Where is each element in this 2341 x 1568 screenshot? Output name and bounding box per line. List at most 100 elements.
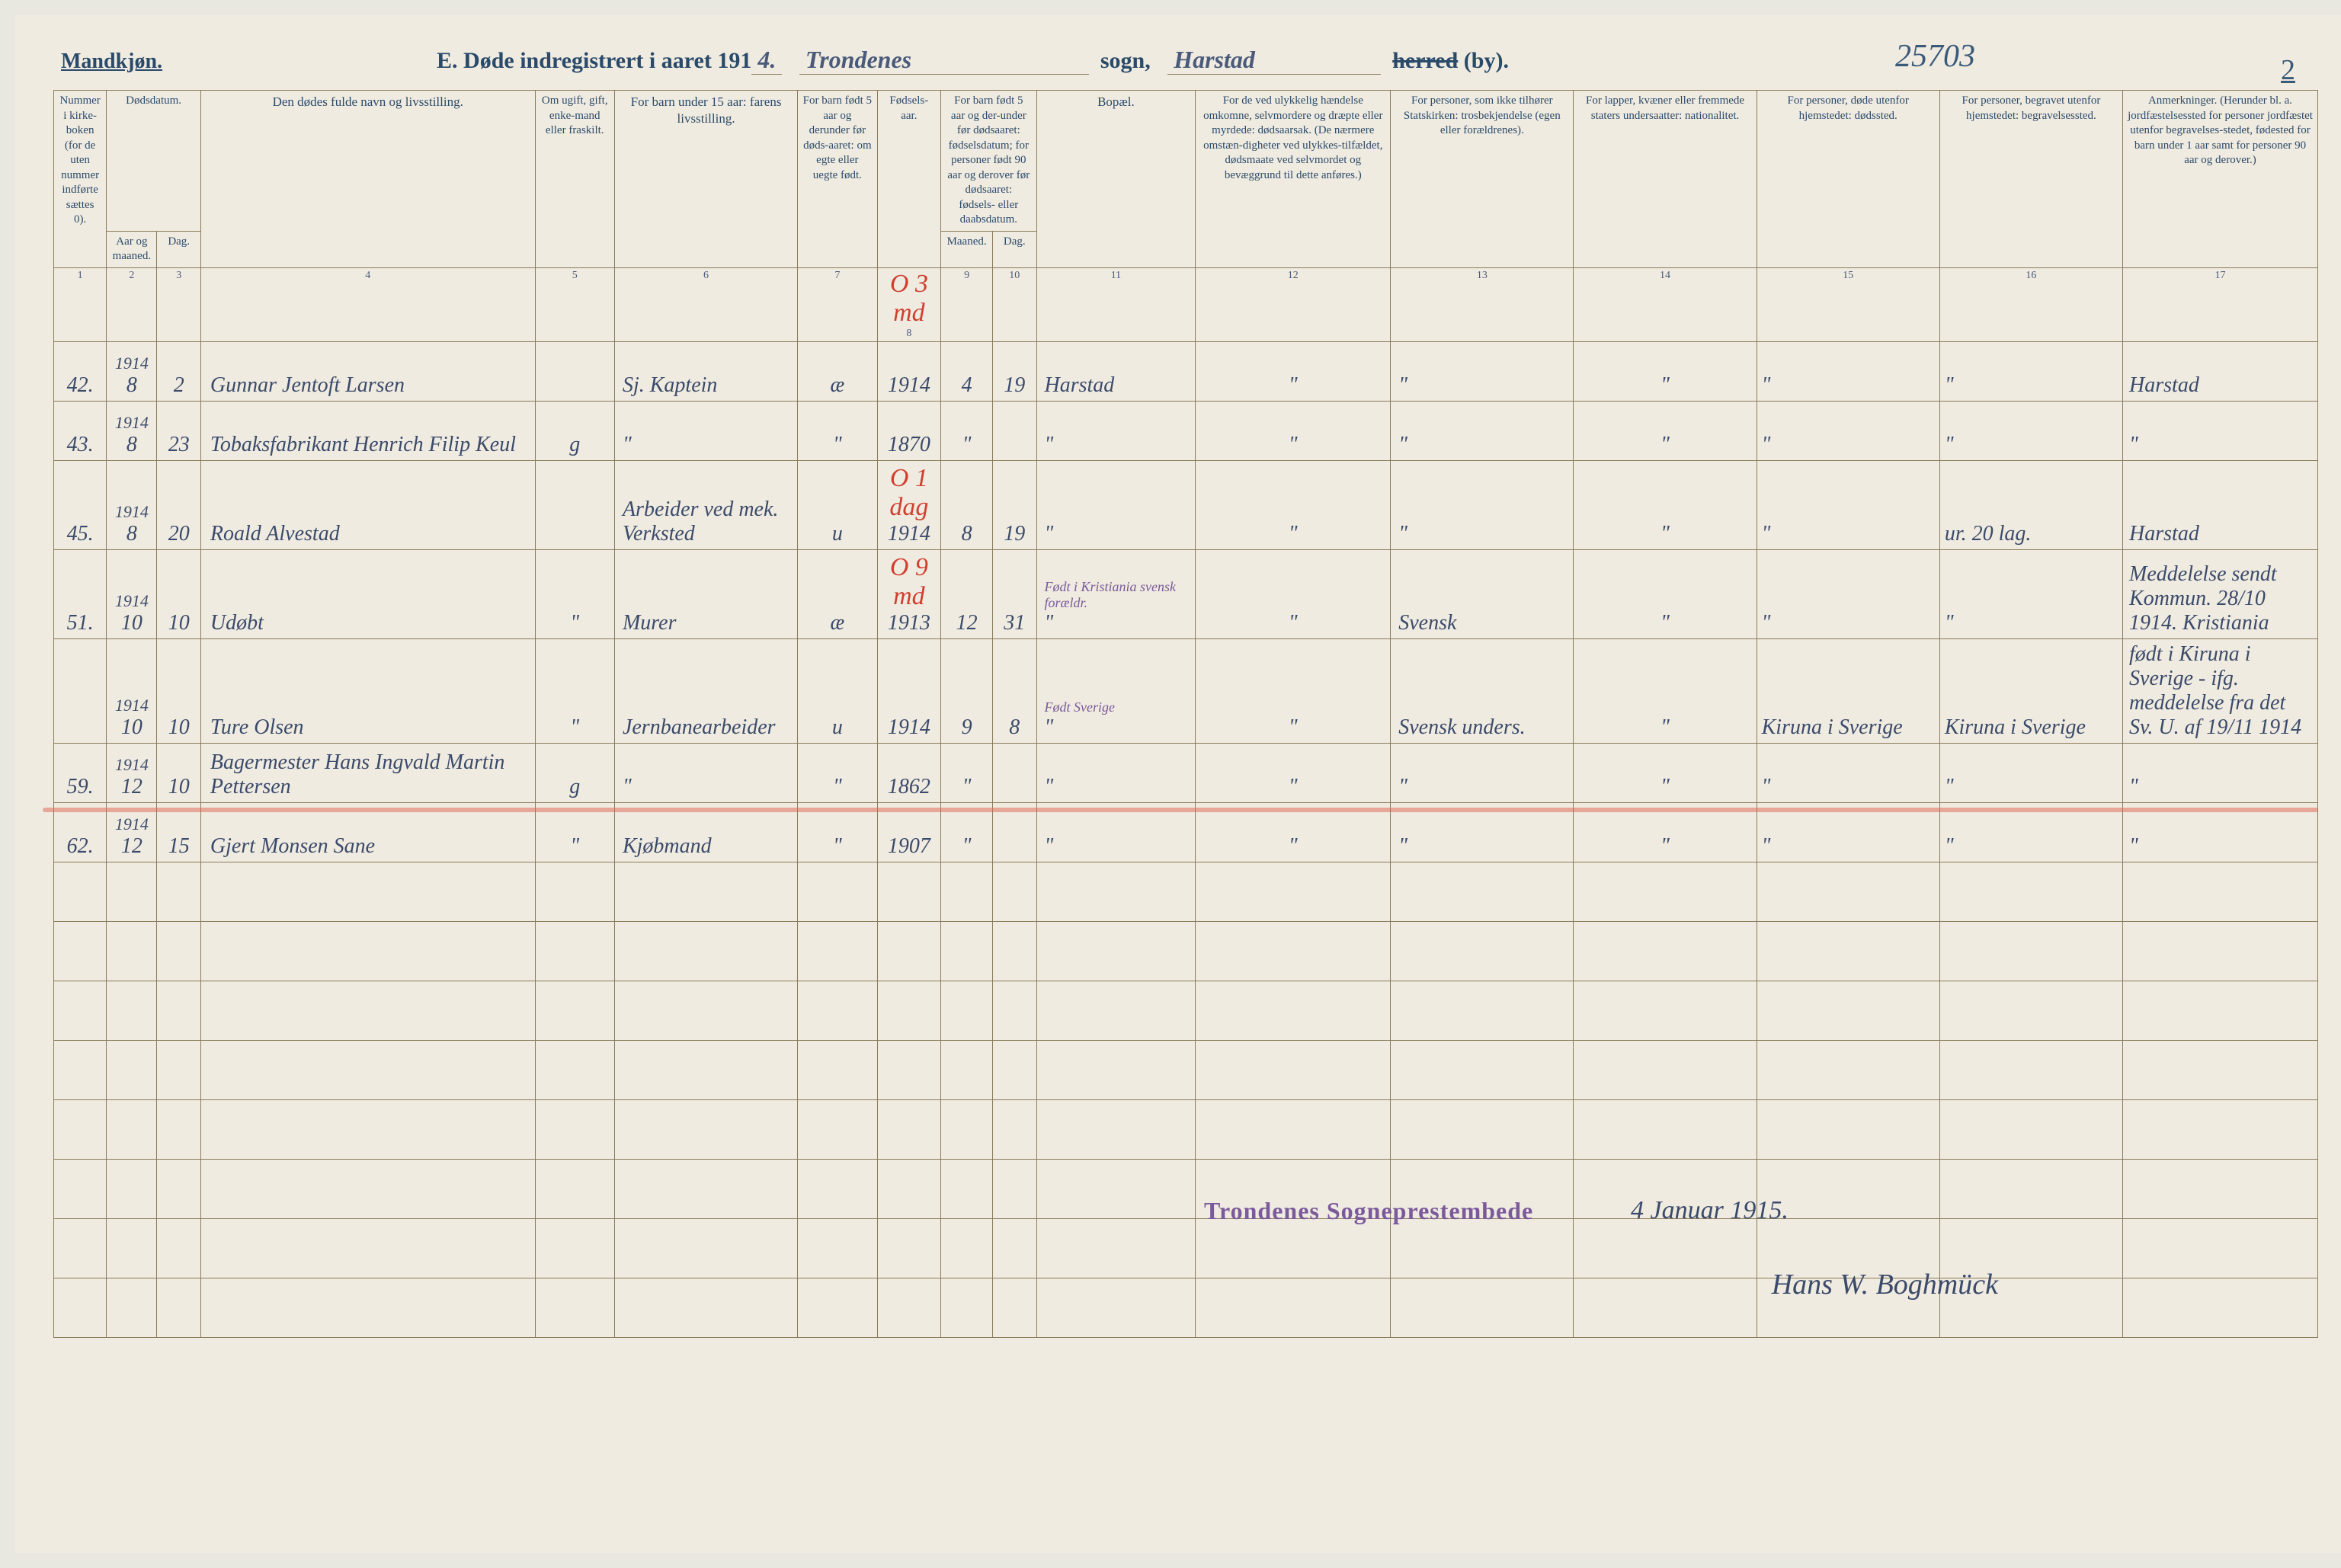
cell-egte: ": [798, 401, 877, 460]
col-header: Dag.: [157, 231, 200, 267]
table-row: 51. 191410 10 Udøbt " Murer æ O 9 md1913…: [54, 549, 2318, 638]
cell-status: [535, 341, 614, 401]
col-num: 17: [2123, 267, 2318, 341]
empty-cell: [2123, 1099, 2318, 1159]
cell-c12: ": [1196, 638, 1391, 743]
empty-cell: [107, 1040, 157, 1099]
empty-cell: [1391, 1040, 1574, 1099]
cell-c12: ": [1196, 341, 1391, 401]
empty-cell: [1196, 1218, 1391, 1278]
cell-status: g: [535, 743, 614, 802]
empty-cell: [1391, 1099, 1574, 1159]
cell-c12: ": [1196, 401, 1391, 460]
row-number: 51.: [54, 549, 107, 638]
red-note: O 3 md: [890, 270, 928, 327]
cell-birthyear: O 9 md1913: [877, 549, 941, 638]
cell-c16: ur. 20 lag.: [1939, 460, 2122, 549]
empty-cell: [1574, 862, 1757, 921]
cell-egte: æ: [798, 549, 877, 638]
table-body: 42. 19148 2 Gunnar Jentoft Larsen Sj. Ka…: [54, 341, 2318, 1337]
cell-father: Kjøbmand: [614, 802, 797, 862]
cell-c13: ": [1391, 460, 1574, 549]
title-line: E. Døde indregistrert i aaret 1914. Tron…: [437, 46, 1509, 75]
empty-cell: [200, 862, 535, 921]
cell-c13: ": [1391, 802, 1574, 862]
empty-cell: [2123, 862, 2318, 921]
empty-cell: [157, 1278, 200, 1337]
cell-c15: ": [1757, 341, 1939, 401]
cell-c14: ": [1574, 802, 1757, 862]
empty-cell: [535, 921, 614, 981]
empty-cell: [1757, 1099, 1939, 1159]
cell-birthyear: 1870: [877, 401, 941, 460]
empty-cell: [54, 921, 107, 981]
empty-cell: [877, 1040, 941, 1099]
empty-cell: [2123, 921, 2318, 981]
empty-cell: [1391, 862, 1574, 921]
empty-cell: [877, 1159, 941, 1218]
empty-cell: [1757, 1040, 1939, 1099]
empty-cell: [1196, 921, 1391, 981]
empty-cell: [157, 862, 200, 921]
empty-row: [54, 1159, 2318, 1218]
col-num: 2: [107, 267, 157, 341]
col-header: For lapper, kvæner eller fremmede stater…: [1574, 91, 1757, 268]
empty-cell: [157, 1099, 200, 1159]
cell-c16: ": [1939, 401, 2122, 460]
empty-cell: [157, 921, 200, 981]
empty-cell: [54, 1159, 107, 1218]
cell-egte: ": [798, 743, 877, 802]
cell-birthday: [993, 802, 1036, 862]
empty-cell: [993, 921, 1036, 981]
by-fill: Harstad: [1167, 46, 1381, 75]
sogn-label: sogn,: [1100, 48, 1151, 73]
cell-c14: ": [1574, 341, 1757, 401]
empty-cell: [2123, 981, 2318, 1040]
cell-year-month: 19148: [107, 341, 157, 401]
empty-cell: [157, 981, 200, 1040]
cell-c17: Harstad: [2123, 341, 2318, 401]
col-num: 7: [798, 267, 877, 341]
empty-cell: [798, 1159, 877, 1218]
empty-cell: [614, 1218, 797, 1278]
col-header: Anmerkninger. (Herunder bl. a. jordfæste…: [2123, 91, 2318, 268]
empty-cell: [1939, 862, 2122, 921]
empty-cell: [941, 1159, 993, 1218]
cell-c16: ": [1939, 341, 2122, 401]
table-header: Nummer i kirke-boken (for de uten nummer…: [54, 91, 2318, 342]
col-header: Aar og maaned.: [107, 231, 157, 267]
empty-cell: [1574, 981, 1757, 1040]
empty-row: [54, 1040, 2318, 1099]
cell-birthmonth: 12: [941, 549, 993, 638]
col-num: 9: [941, 267, 993, 341]
col-header: For barn under 15 aar: farens livsstilli…: [614, 91, 797, 268]
purple-note: Født i Kristiania svensk forældr.: [1045, 579, 1191, 611]
empty-cell: [941, 1278, 993, 1337]
cell-birthday: 19: [993, 460, 1036, 549]
cell-bopael: Harstad: [1036, 341, 1196, 401]
cell-birthday: 19: [993, 341, 1036, 401]
col-group-dodsdatum: Dødsdatum.: [107, 91, 201, 232]
cell-status: ": [535, 549, 614, 638]
empty-cell: [993, 1040, 1036, 1099]
cell-year-month: 191412: [107, 802, 157, 862]
empty-cell: [107, 1218, 157, 1278]
cell-c16: ": [1939, 743, 2122, 802]
empty-cell: [941, 921, 993, 981]
col-num: 16: [1939, 267, 2122, 341]
empty-cell: [1939, 1040, 2122, 1099]
empty-cell: [200, 981, 535, 1040]
register-page: 25703 2 Mandkjøn. E. Døde indregistrert …: [15, 15, 2341, 1553]
cell-egte: u: [798, 638, 877, 743]
cell-day: 10: [157, 743, 200, 802]
empty-cell: [614, 921, 797, 981]
cell-c14: ": [1574, 743, 1757, 802]
cell-c15: ": [1757, 743, 1939, 802]
cell-c16: ": [1939, 802, 2122, 862]
row-number: 42.: [54, 341, 107, 401]
table-row: 62. 191412 15 Gjert Monsen Sane " Kjøbma…: [54, 802, 2318, 862]
cell-c14: ": [1574, 549, 1757, 638]
empty-cell: [1391, 921, 1574, 981]
col-header: Den dødes fulde navn og livsstilling.: [200, 91, 535, 268]
cell-c15: ": [1757, 802, 1939, 862]
